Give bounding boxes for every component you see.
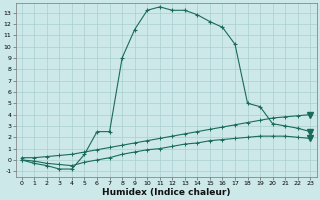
X-axis label: Humidex (Indice chaleur): Humidex (Indice chaleur)	[102, 188, 230, 197]
